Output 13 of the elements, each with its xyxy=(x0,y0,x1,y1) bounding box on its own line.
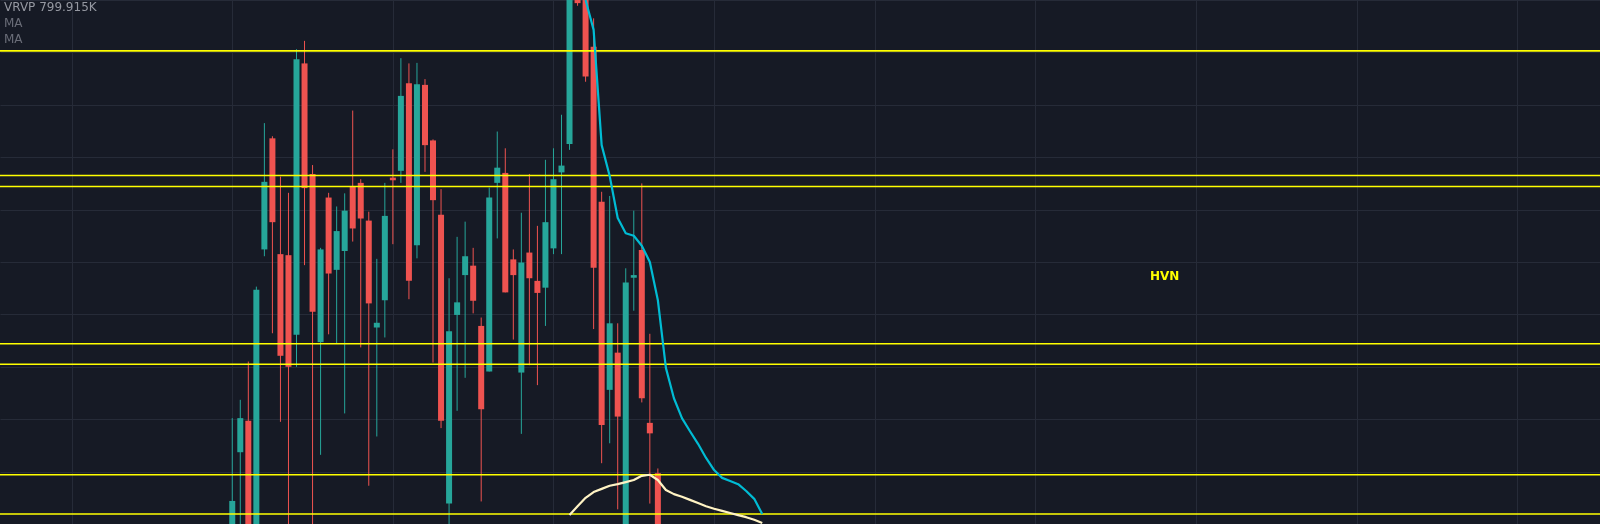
candlestick xyxy=(454,236,461,412)
text: HVN xyxy=(1150,269,1180,283)
candlestick xyxy=(494,131,501,239)
candlestick xyxy=(373,258,380,437)
candlestick xyxy=(646,333,653,505)
candlestick xyxy=(534,225,541,386)
candlestick xyxy=(229,417,236,524)
candlestick xyxy=(630,210,637,312)
text: MA xyxy=(4,32,24,46)
candlestick xyxy=(510,248,517,341)
candlestick xyxy=(462,221,469,379)
text: MA xyxy=(4,16,24,30)
text: VRVP 799.915K xyxy=(4,0,98,14)
